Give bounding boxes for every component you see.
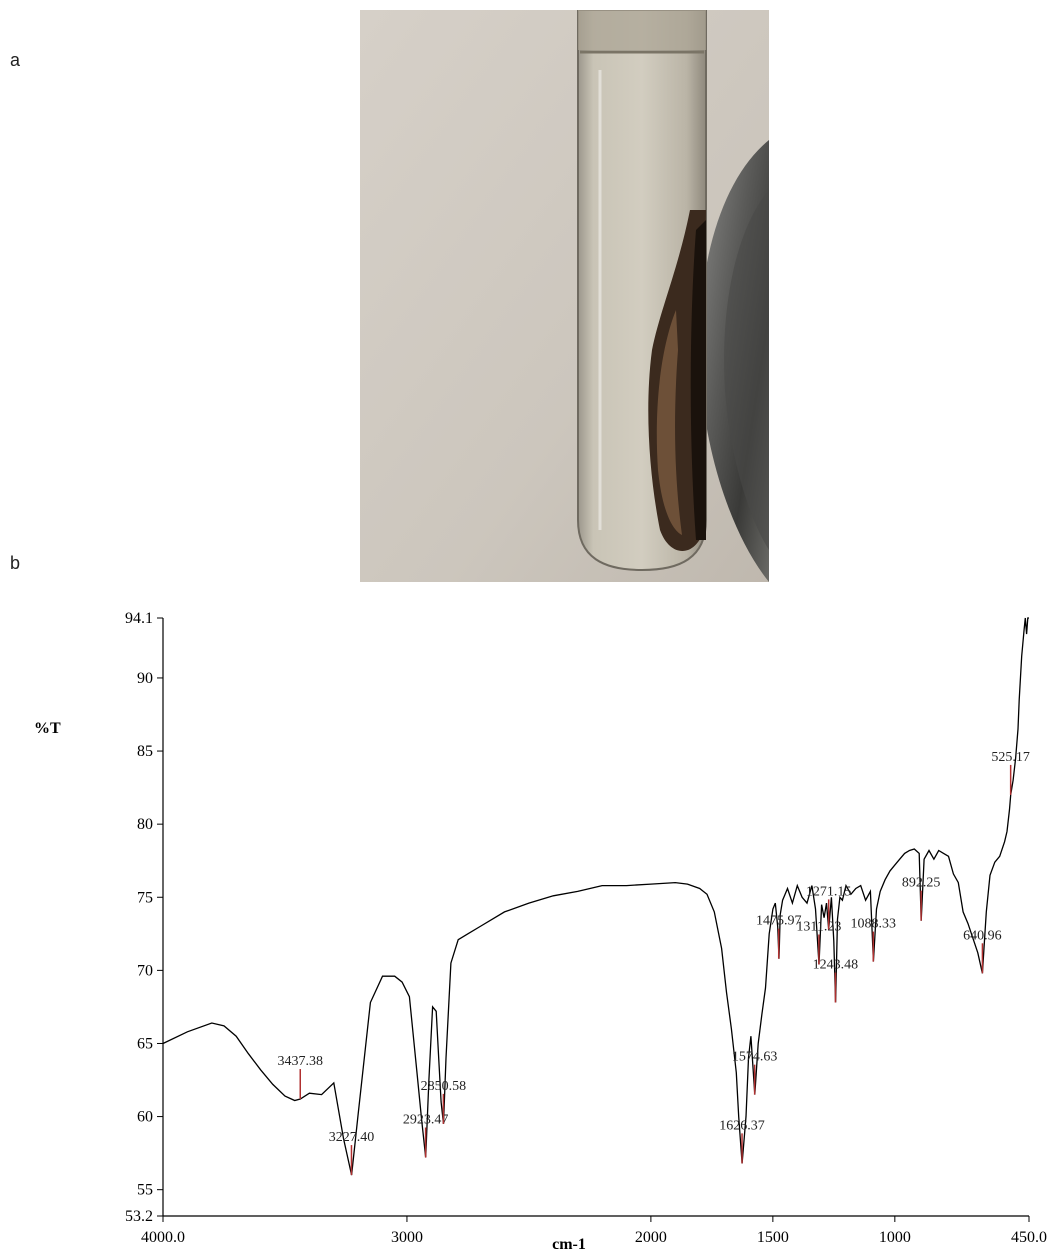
y-axis-label: %T bbox=[34, 720, 61, 737]
x-tick-label: 4000.0 bbox=[141, 1229, 185, 1246]
spectrum-trace bbox=[162, 617, 1029, 1176]
y-tick-label: 85 bbox=[137, 743, 153, 760]
peak-label: 1626.37 bbox=[719, 1118, 765, 1133]
y-tick-label: 94.1 bbox=[125, 610, 153, 627]
y-tick-label: 60 bbox=[137, 1109, 153, 1126]
y-tick-label: 90 bbox=[137, 670, 153, 687]
ir-spectrum-chart: 53.2 55 60 65 70 75 80 85 90 94.1 4000.0 3000 2000 1… bbox=[34, 610, 1047, 1253]
panel-label-b: b bbox=[10, 553, 21, 573]
peak-label: 3437.38 bbox=[277, 1054, 323, 1069]
peak-label: 2850.58 bbox=[421, 1079, 467, 1094]
y-tick-label: 75 bbox=[137, 889, 153, 906]
peak-label: 1088.33 bbox=[851, 917, 897, 932]
peak-label: 3227.40 bbox=[329, 1130, 375, 1145]
peak-label: 2923.47 bbox=[403, 1113, 449, 1128]
panel-label-a: a bbox=[10, 50, 21, 70]
x-axis-ticks: 4000.0 3000 2000 1500 1000 450.0 bbox=[141, 1216, 1047, 1246]
peak-label: 892.25 bbox=[902, 876, 941, 891]
y-tick-label: 70 bbox=[137, 962, 153, 979]
peak-label: 1243.48 bbox=[813, 958, 859, 973]
y-tick-label: 53.2 bbox=[125, 1208, 153, 1225]
x-tick-label: 3000 bbox=[391, 1229, 423, 1246]
y-tick-label: 80 bbox=[137, 816, 153, 833]
peak-label: 640.96 bbox=[963, 928, 1002, 943]
peak-label: 1311.23 bbox=[796, 920, 841, 935]
y-tick-label: 55 bbox=[137, 1182, 153, 1199]
chart-axes bbox=[162, 618, 1029, 1217]
x-tick-label: 1000 bbox=[879, 1229, 911, 1246]
peak-label: 1271.15 bbox=[806, 884, 852, 899]
peak-label: 525.17 bbox=[991, 750, 1030, 765]
x-tick-label: 2000 bbox=[635, 1229, 667, 1246]
x-tick-label: 450.0 bbox=[1011, 1229, 1047, 1246]
peak-label: 1475.97 bbox=[756, 914, 802, 929]
y-tick-label: 65 bbox=[137, 1035, 153, 1052]
x-tick-label: 1500 bbox=[757, 1229, 789, 1246]
y-axis-ticks: 53.2 55 60 65 70 75 80 85 90 94.1 bbox=[125, 610, 163, 1225]
peak-markers: 3437.38 3227.40 2923.47 2850.58 1626.37 1574.… bbox=[277, 750, 1030, 1176]
x-axis-label: cm-1 bbox=[552, 1236, 586, 1253]
test-tube-photo bbox=[360, 10, 769, 582]
peak-label: 1574.63 bbox=[732, 1050, 778, 1065]
